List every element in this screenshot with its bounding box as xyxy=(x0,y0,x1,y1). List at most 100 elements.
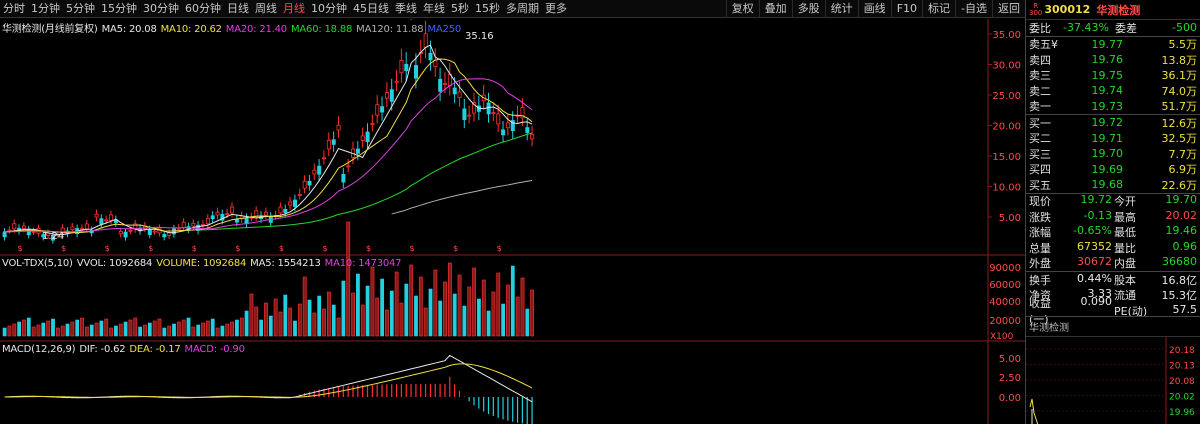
candle-body xyxy=(462,108,467,121)
candle-body xyxy=(452,87,457,95)
candle-body xyxy=(167,232,172,236)
macd-title-bar: MACD(12,26,9) DIF: -0.62 DEA: -0.17 MACD: -… xyxy=(2,344,253,355)
period-tab-15[interactable]: 多周期 xyxy=(506,1,539,15)
candle-body xyxy=(215,211,220,216)
volume-bar xyxy=(210,318,215,337)
quote-row: 外盘 30672 内盘 36680 xyxy=(1029,255,1197,271)
period-tab-11[interactable]: 季线 xyxy=(395,1,417,15)
volume-bar xyxy=(520,277,525,337)
dividend-marker: $ xyxy=(148,244,153,253)
tool-button-7[interactable]: -自选 xyxy=(955,0,992,18)
tool-button-1[interactable]: 叠加 xyxy=(758,0,792,18)
candle-body xyxy=(520,107,525,119)
volume-bar xyxy=(273,298,278,337)
tool-button-5[interactable]: F10 xyxy=(890,0,922,18)
candle-body xyxy=(118,230,123,235)
bid-book: 买一 19.72 12.6万 买二 19.71 32.5万 买三 19.70 7.7万 买四 19.… xyxy=(1026,114,1200,193)
volume-bar xyxy=(46,320,51,337)
volume-bar xyxy=(356,273,360,337)
tool-button-0[interactable]: 复权 xyxy=(725,0,759,18)
kline-label-4: MA120: 11.88 xyxy=(356,24,424,35)
period-tab-16[interactable]: 更多 xyxy=(545,1,567,15)
macd-label-2: MACD: -0.90 xyxy=(184,344,245,355)
period-tab-2[interactable]: 5分钟 xyxy=(66,1,95,15)
candle-body xyxy=(99,218,104,225)
high-label: 35.16 xyxy=(465,31,494,42)
candle-body xyxy=(80,227,85,230)
fin-row: 净资 3.33 流通 15.3亿 xyxy=(1029,287,1197,303)
candle-body xyxy=(384,92,389,99)
volume-bar xyxy=(307,299,312,337)
volume-bar xyxy=(138,326,143,337)
volume-bar xyxy=(283,294,288,337)
volume-bar xyxy=(288,307,293,337)
candle-body xyxy=(283,208,288,213)
period-tab-0[interactable]: 分时 xyxy=(3,1,25,15)
candle-body xyxy=(191,222,196,227)
candle-body xyxy=(496,113,501,125)
volume-bar xyxy=(181,319,186,337)
tool-button-3[interactable]: 统计 xyxy=(824,0,858,18)
volume-bar xyxy=(409,264,414,337)
dividend-marker: $ xyxy=(497,244,502,253)
volume-bar xyxy=(99,320,104,337)
tool-button-4[interactable]: 画线 xyxy=(857,0,891,18)
volume-bar xyxy=(472,267,476,337)
candle-body xyxy=(346,165,351,168)
tool-button-2[interactable]: 多股 xyxy=(791,0,825,18)
candle-body xyxy=(41,234,46,238)
volume-bar xyxy=(254,306,259,337)
period-tab-10[interactable]: 45日线 xyxy=(353,1,389,15)
period-tab-7[interactable]: 周线 xyxy=(255,1,277,15)
macd-y-tick: 0.00 xyxy=(999,393,1021,404)
volume-bar xyxy=(133,317,138,337)
kline-title-bar: 华测检测(月线前复权) MA5: 20.08 MA10: 20.62 MA20: 21… xyxy=(2,20,469,35)
candle-body xyxy=(467,114,472,117)
tool-button-8[interactable]: 返回 xyxy=(992,0,1025,18)
period-tab-4[interactable]: 30分钟 xyxy=(143,1,179,15)
period-tab-3[interactable]: 15分钟 xyxy=(101,1,137,15)
candle-body xyxy=(244,217,249,224)
macd-y-tick: 2.50 xyxy=(999,373,1021,384)
period-tab-5[interactable]: 60分钟 xyxy=(185,1,221,15)
candle-body xyxy=(205,218,210,225)
period-tab-12[interactable]: 年线 xyxy=(423,1,445,15)
kline-y-tick: 30.00 xyxy=(992,61,1021,72)
volume-bar xyxy=(462,305,467,337)
asks-row: 卖一 19.73 51.7万 xyxy=(1029,99,1197,114)
candle-body xyxy=(2,231,7,238)
volume-bar xyxy=(302,276,307,337)
candle-body xyxy=(162,234,167,238)
volume-bar xyxy=(418,276,423,337)
volume-bar xyxy=(452,293,457,337)
mini-y-tick: 20.13 xyxy=(1169,362,1195,372)
candle-body xyxy=(278,206,283,214)
fundamentals: 换手 0.44% 股本 16.8亿 净资 3.33 流通 15.3亿 收益(一) 0.090 PE(… xyxy=(1026,271,1200,326)
kline-label-5: MA250 xyxy=(427,24,462,35)
volume-bar xyxy=(341,280,346,337)
candle-body xyxy=(360,135,365,141)
stock-code: 300012 xyxy=(1044,3,1091,16)
period-tab-6[interactable]: 日线 xyxy=(227,1,249,15)
stock-name: 华测检测 xyxy=(1096,3,1141,17)
candle-body xyxy=(428,52,433,61)
volume-bar xyxy=(477,298,481,337)
period-tab-1[interactable]: 1分钟 xyxy=(31,1,60,15)
chart-area[interactable]: 35.00 30.00 25.00 20.00 15.00 10.00 5.00 35.16 1… xyxy=(0,0,1025,424)
period-tab-8[interactable]: 月线 xyxy=(283,1,305,15)
candle-body xyxy=(505,122,510,129)
volume-bar xyxy=(239,317,244,337)
period-tab-14[interactable]: 15秒 xyxy=(475,1,500,15)
chart-canvas[interactable]: 35.00 30.00 25.00 20.00 15.00 10.00 5.00 35.16 1… xyxy=(0,0,1025,424)
volume-bar xyxy=(75,319,80,337)
candle-body xyxy=(297,194,302,196)
candle-body xyxy=(472,102,477,114)
period-tab-13[interactable]: 5秒 xyxy=(451,1,469,15)
bids-row: 买四 19.69 6.9万 xyxy=(1029,162,1197,177)
quote-stats: 现价 19.72 今开 19.70 涨跌 -0.13 最高 20.02 涨幅 -0.65% 最低 19… xyxy=(1026,192,1200,272)
tool-button-6[interactable]: 标记 xyxy=(922,0,955,18)
candle-body xyxy=(365,131,370,143)
period-tab-9[interactable]: 10分钟 xyxy=(311,1,347,15)
